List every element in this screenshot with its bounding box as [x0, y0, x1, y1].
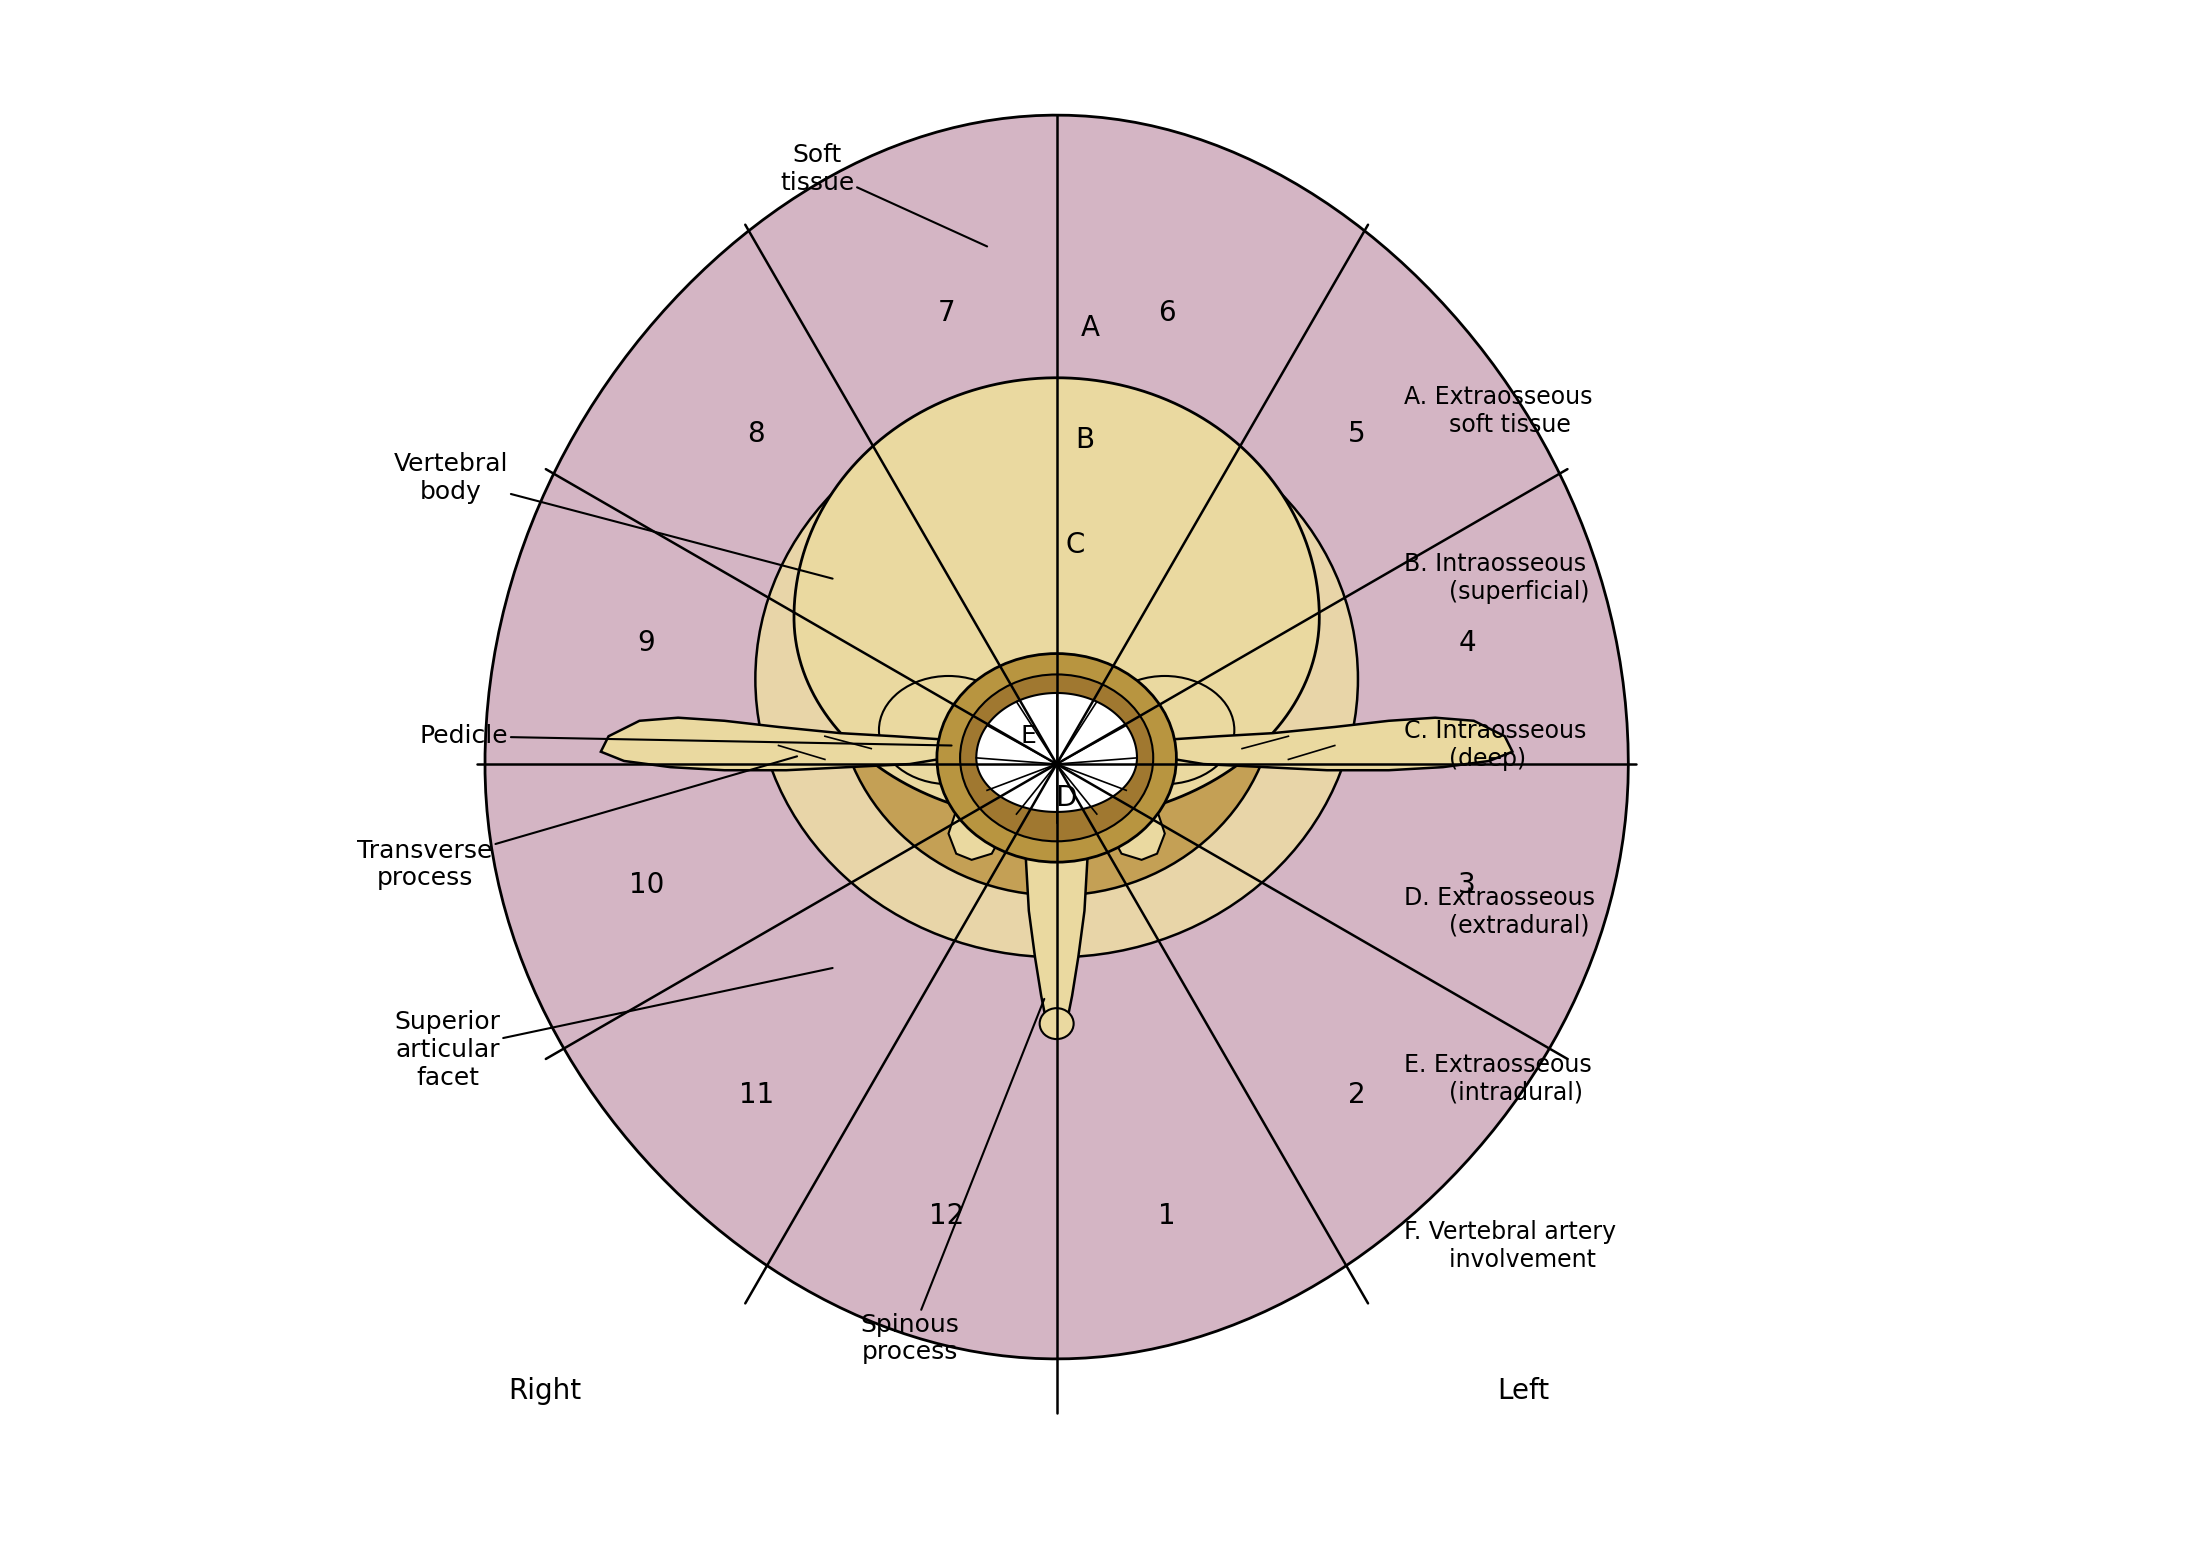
Text: Soft
tissue: Soft tissue — [781, 143, 986, 246]
Text: Superior
articular
facet: Superior articular facet — [395, 968, 832, 1090]
Ellipse shape — [960, 675, 1154, 842]
Polygon shape — [1112, 795, 1165, 861]
Ellipse shape — [938, 653, 1176, 862]
Ellipse shape — [754, 401, 1359, 957]
Polygon shape — [946, 755, 1039, 798]
Text: A: A — [1081, 315, 1101, 343]
Polygon shape — [1074, 755, 1167, 798]
Text: 12: 12 — [929, 1202, 964, 1230]
Text: 6: 6 — [1158, 299, 1176, 326]
Text: E. Extraosseous
      (intradural): E. Extraosseous (intradural) — [1405, 1052, 1593, 1105]
Polygon shape — [949, 795, 1002, 861]
Polygon shape — [946, 717, 982, 758]
Text: Pedicle: Pedicle — [419, 725, 951, 748]
Polygon shape — [600, 717, 1002, 770]
Text: E: E — [1021, 725, 1037, 748]
Text: 7: 7 — [938, 299, 955, 326]
Text: Spinous
process: Spinous process — [860, 999, 1043, 1364]
Polygon shape — [1132, 717, 1167, 758]
Polygon shape — [485, 115, 1628, 1359]
Text: Left: Left — [1498, 1377, 1549, 1405]
Text: B. Intraosseous
      (superficial): B. Intraosseous (superficial) — [1405, 552, 1591, 605]
Polygon shape — [1112, 717, 1513, 770]
Text: F. Vertebral artery
      involvement: F. Vertebral artery involvement — [1405, 1219, 1617, 1272]
Text: A. Extraosseous
      soft tissue: A. Extraosseous soft tissue — [1405, 385, 1593, 437]
Text: 4: 4 — [1458, 630, 1476, 656]
Text: 1: 1 — [1158, 1202, 1176, 1230]
Polygon shape — [977, 694, 1136, 812]
Text: 8: 8 — [748, 419, 765, 447]
Text: Right: Right — [507, 1377, 580, 1405]
Ellipse shape — [836, 479, 1277, 895]
Polygon shape — [1026, 776, 1088, 1035]
Text: 11: 11 — [739, 1080, 774, 1108]
Text: 5: 5 — [1348, 419, 1366, 447]
Ellipse shape — [1094, 677, 1235, 784]
Polygon shape — [794, 377, 1319, 822]
Text: 9: 9 — [638, 630, 655, 656]
Text: C: C — [1065, 530, 1085, 558]
Ellipse shape — [1039, 1009, 1074, 1040]
Ellipse shape — [878, 677, 1017, 784]
Text: C. Intraosseous
      (deep): C. Intraosseous (deep) — [1405, 719, 1586, 772]
Text: Transverse
process: Transverse process — [357, 756, 796, 890]
Text: D. Extraosseous
      (extradural): D. Extraosseous (extradural) — [1405, 886, 1595, 939]
Text: 2: 2 — [1348, 1080, 1366, 1108]
Text: D: D — [1054, 784, 1077, 812]
Text: B: B — [1074, 426, 1094, 454]
Text: 3: 3 — [1458, 871, 1476, 900]
Text: Vertebral
body: Vertebral body — [393, 452, 832, 578]
Text: 10: 10 — [629, 871, 664, 900]
